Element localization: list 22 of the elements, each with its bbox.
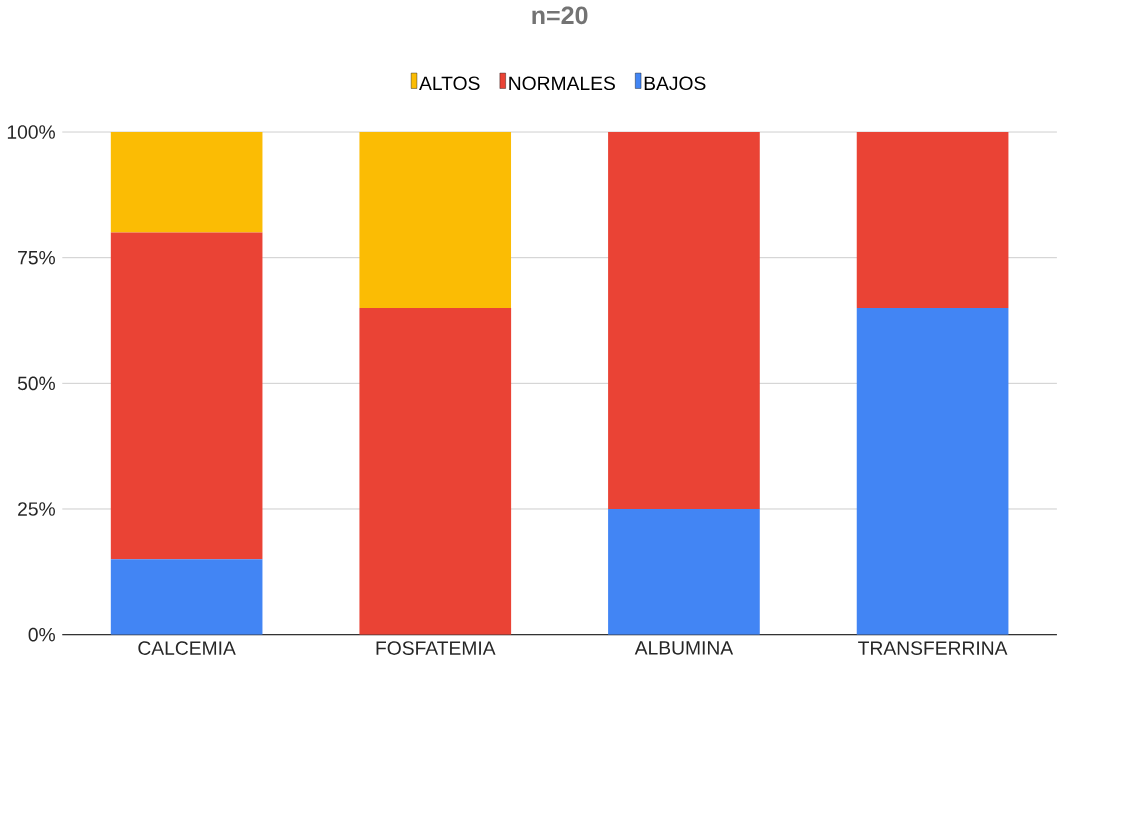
- y-tick-label: 75%: [18, 251, 55, 265]
- bar: [359, 308, 512, 635]
- x-tick-label: ALBUMINA: [634, 641, 734, 655]
- bar: [856, 308, 1009, 635]
- bar: [608, 509, 760, 635]
- y-tick-label: 0%: [28, 628, 55, 642]
- x-tick-label: FOSFATEMIA: [376, 641, 496, 656]
- y-tick-label: 100%: [7, 125, 55, 140]
- bar: [856, 132, 1009, 309]
- chart-title: n=20: [532, 6, 588, 25]
- legend-label: BAJOS: [644, 76, 706, 91]
- legend-label: NORMALES: [509, 76, 615, 91]
- y-tick-label: 50%: [17, 376, 55, 391]
- bar: [608, 132, 760, 510]
- y-tick-label: 25%: [18, 502, 55, 516]
- x-tick-label: TRANSFERRINA: [858, 641, 1008, 656]
- bar: [110, 232, 263, 560]
- bar: [110, 559, 263, 635]
- bar: [359, 132, 512, 309]
- legend-label: ALTOS: [419, 76, 480, 91]
- bar: [110, 132, 263, 233]
- x-tick-label: CALCEMIA: [138, 641, 236, 656]
